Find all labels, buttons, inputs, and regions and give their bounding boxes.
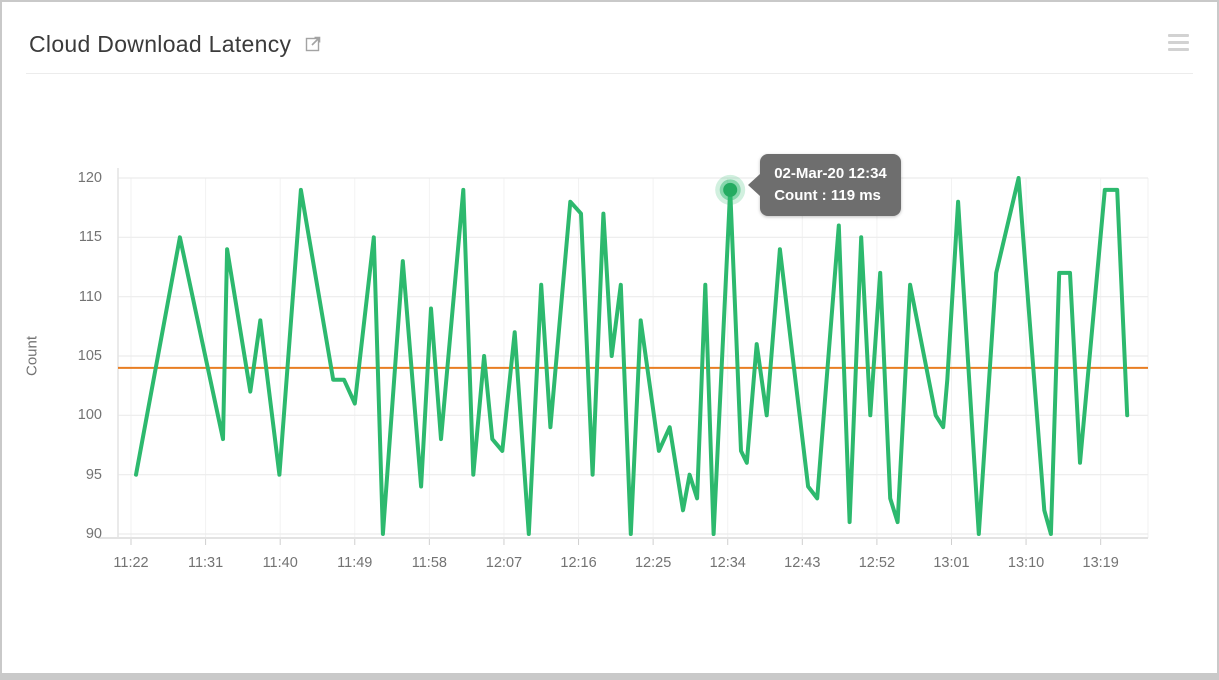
- x-tick-label: 13:01: [933, 555, 970, 571]
- chart-tooltip: 02-Mar-20 12:34 Count : 119 ms: [748, 153, 901, 216]
- tooltip-datetime: 02-Mar-20 12:34: [774, 164, 887, 182]
- header-divider: [26, 73, 1193, 74]
- widget-header: Cloud Download Latency: [29, 24, 1190, 64]
- x-tick-label: 12:07: [485, 555, 523, 571]
- x-tick-label: 11:40: [262, 555, 298, 571]
- x-tick-label: 12:52: [858, 555, 896, 571]
- x-tick-label: 13:10: [1007, 555, 1045, 571]
- widget-title: Cloud Download Latency: [29, 30, 292, 57]
- x-tick-label: 11:22: [113, 555, 149, 571]
- y-axis-title: Count: [23, 335, 41, 377]
- y-tick-label: 95: [85, 466, 102, 483]
- x-tick-label: 11:58: [411, 555, 447, 571]
- x-tick-label: 13:19: [1082, 555, 1119, 571]
- y-tick-label: 110: [78, 288, 102, 305]
- x-tick-label: 11:49: [337, 555, 373, 571]
- highlight-dot: [723, 182, 738, 197]
- x-tick-label: 12:16: [560, 555, 597, 571]
- open-in-new-icon[interactable]: [304, 34, 323, 58]
- series-line: [134, 176, 1130, 536]
- x-tick-label: 12:34: [709, 555, 746, 571]
- x-tick-label: 11:31: [187, 555, 224, 571]
- y-tick-label: 120: [77, 170, 102, 186]
- y-tick-label: 115: [78, 229, 102, 246]
- y-tick-label: 105: [77, 348, 102, 364]
- x-tick-label: 12:43: [784, 555, 821, 571]
- y-tick-label: 90: [85, 526, 102, 542]
- tooltip-value: Count : 119 ms: [774, 186, 881, 204]
- tooltip-arrow: [748, 173, 761, 196]
- x-tick-label: 12:25: [634, 555, 672, 571]
- hamburger-menu-icon[interactable]: [1168, 30, 1190, 55]
- y-tick-label: 100: [77, 407, 102, 424]
